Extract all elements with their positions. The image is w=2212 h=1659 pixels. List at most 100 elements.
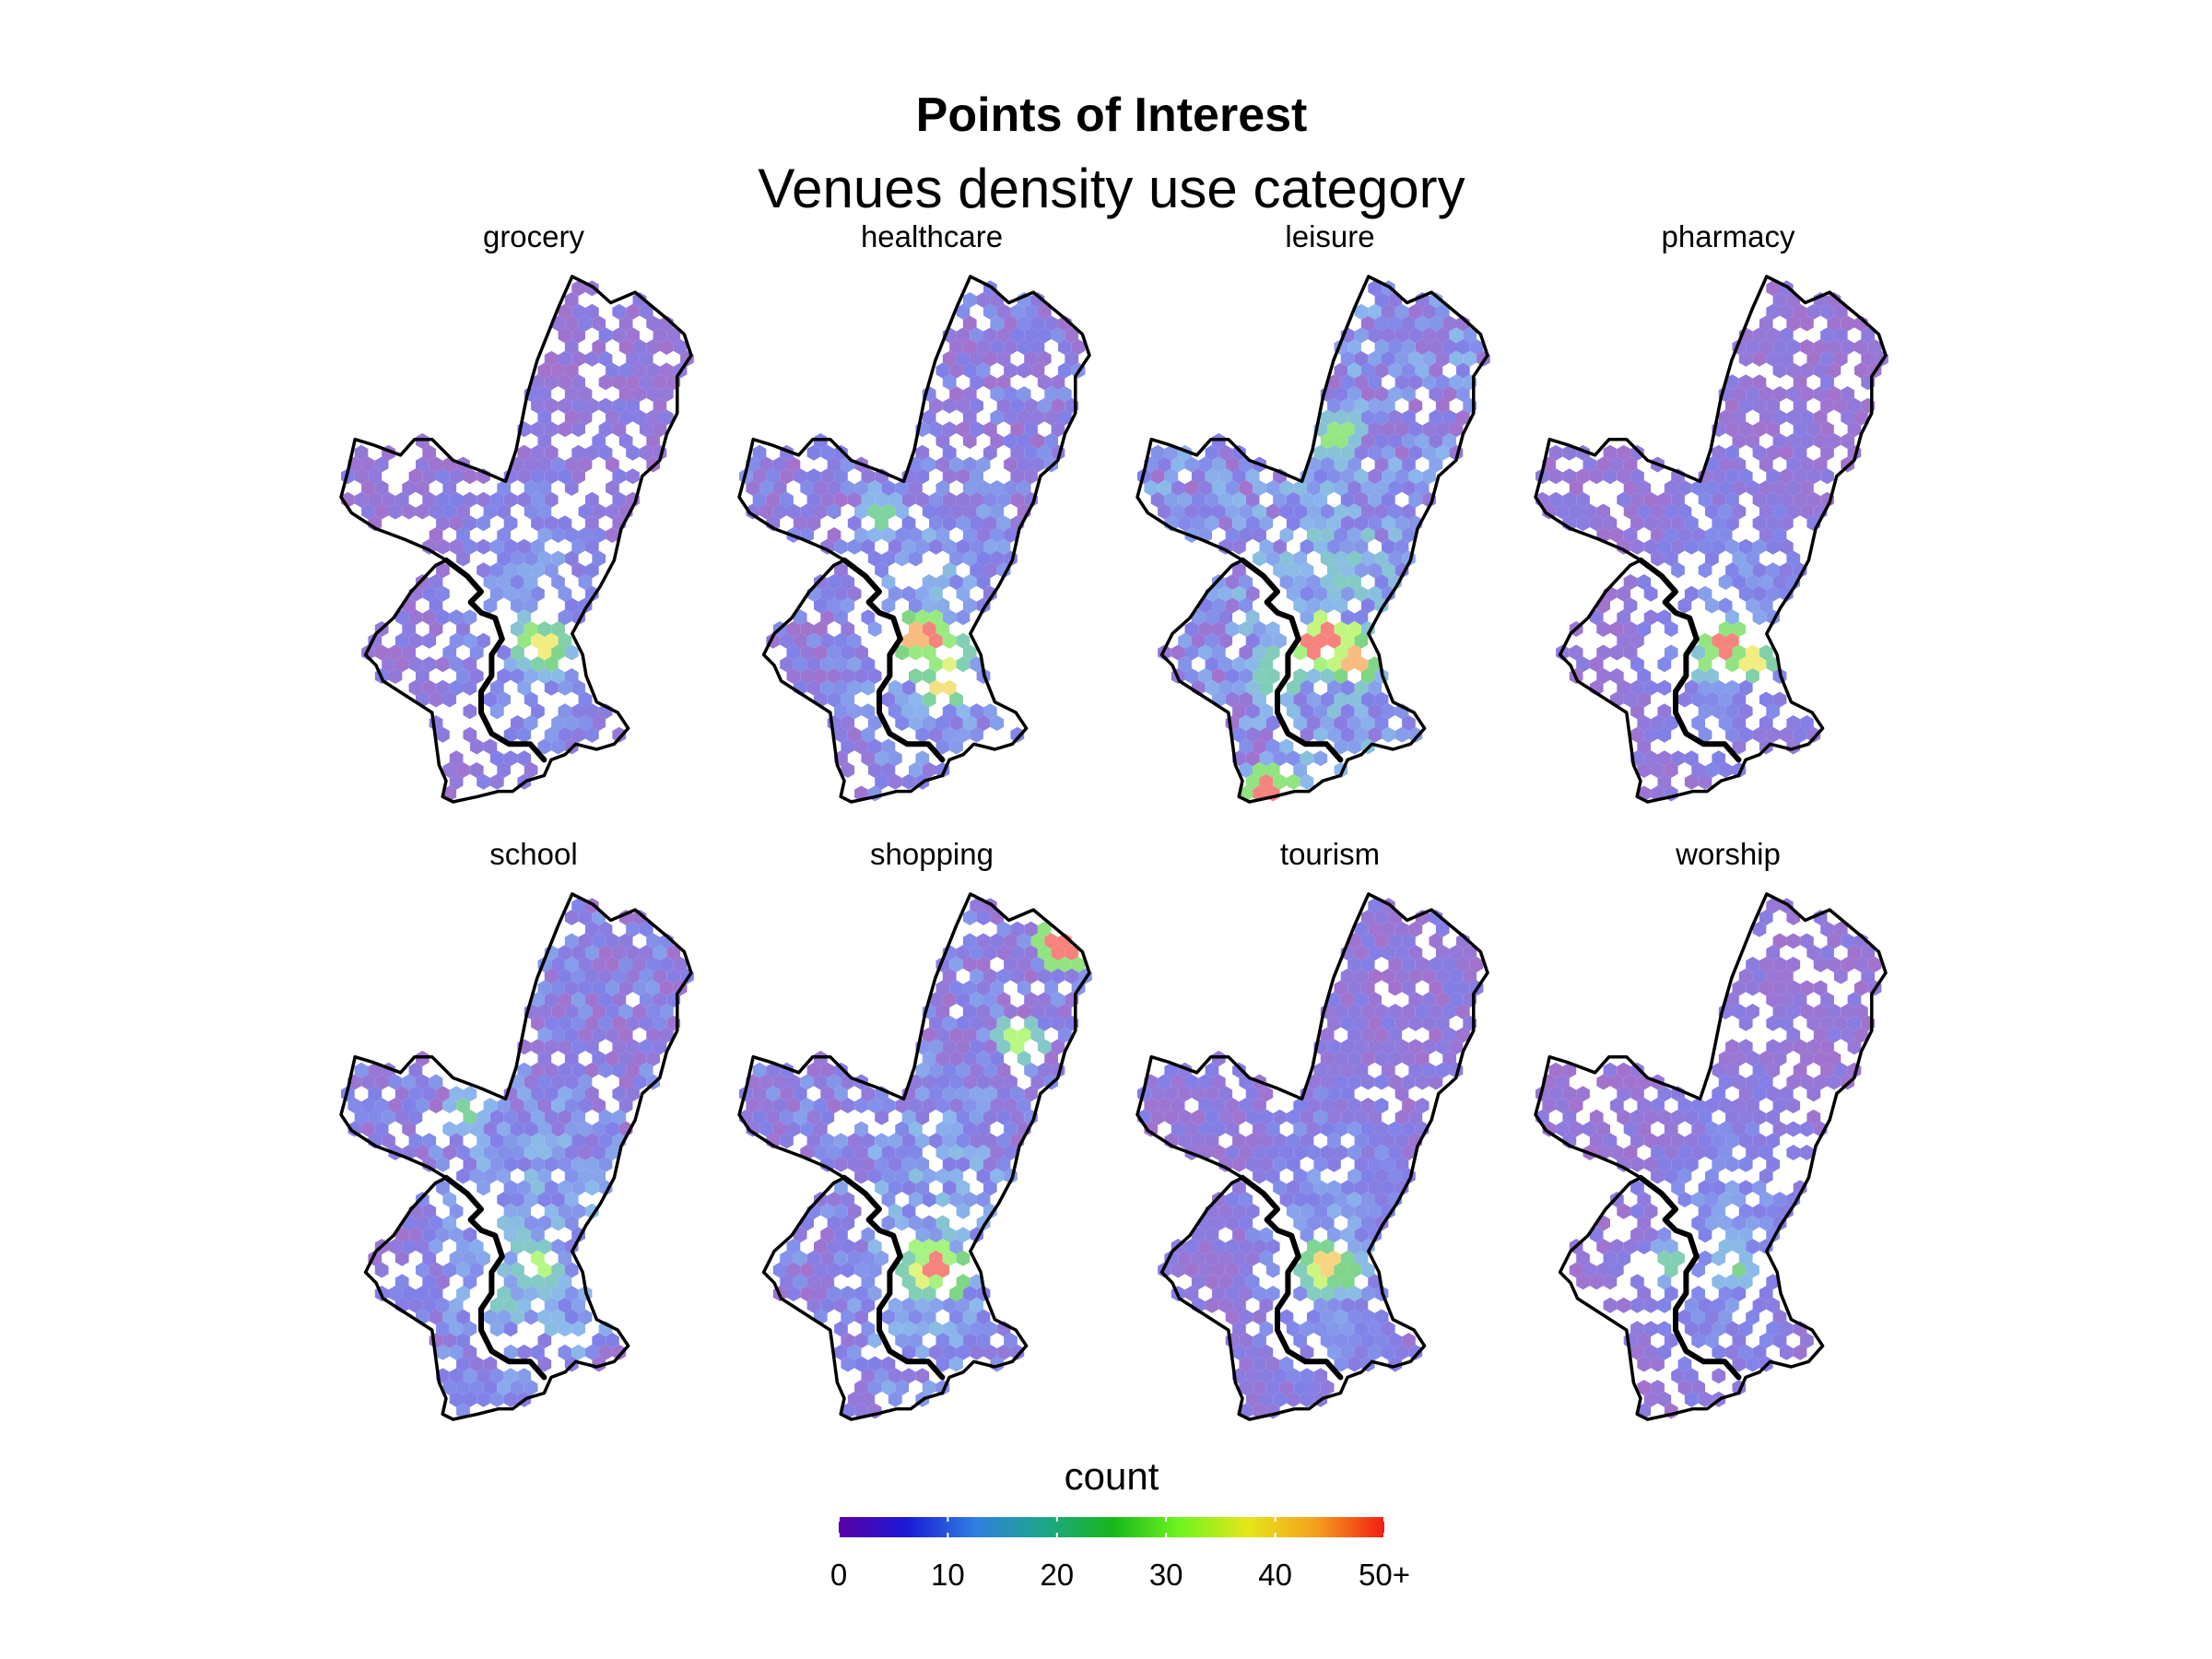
hex-cell — [942, 703, 957, 720]
hex-cell — [606, 1121, 619, 1137]
hex-cell — [1030, 456, 1045, 473]
hex-cell — [1684, 1109, 1699, 1125]
hex-cell — [1752, 656, 1767, 673]
hex-cell — [1847, 1039, 1862, 1055]
hex-cell — [1004, 933, 1018, 949]
hex-cell — [524, 597, 538, 614]
hex-cell — [1058, 1027, 1072, 1043]
hex-cell — [544, 1156, 559, 1172]
hex-cell — [983, 1344, 997, 1360]
hex-cell — [929, 609, 943, 626]
hex-cell — [881, 1380, 896, 1395]
hex-cell — [1705, 1192, 1719, 1207]
hex-cell — [436, 1297, 450, 1313]
hex-cell — [469, 1239, 484, 1254]
hex-cell — [854, 1333, 868, 1348]
hex-cell — [1212, 480, 1226, 496]
hex-cell — [800, 1262, 814, 1278]
hex-cell — [1766, 1109, 1780, 1125]
hex-cell — [841, 574, 855, 590]
hex-cell — [942, 1227, 957, 1243]
hex-cell — [456, 1168, 470, 1184]
hex-cell — [618, 1074, 633, 1090]
hex-cell — [416, 1239, 429, 1254]
hex-cell — [1806, 1086, 1821, 1102]
hex-cell — [1712, 1274, 1726, 1290]
hex-cell — [1024, 327, 1038, 344]
hex-cell — [1617, 1086, 1631, 1102]
hex-cell — [976, 1333, 991, 1348]
hex-cell — [585, 703, 599, 720]
hex-cell — [531, 585, 545, 602]
hex-cell — [1198, 1239, 1212, 1254]
hex-cell — [1569, 644, 1583, 661]
hex-cell — [1327, 1344, 1341, 1360]
hex-cell — [983, 444, 997, 461]
hex-cell — [1010, 303, 1025, 320]
hex-cell — [429, 1145, 443, 1160]
hex-cell — [463, 703, 477, 720]
hex-cell — [956, 1133, 971, 1149]
hex-cell — [1178, 515, 1192, 532]
hex-cell — [1259, 1156, 1274, 1172]
hex-cell — [1327, 1086, 1341, 1102]
hex-cell — [861, 1321, 876, 1337]
color-legend: count 0 10 20 30 40 50+ — [830, 1454, 1410, 1592]
hex-cell — [578, 409, 593, 426]
hex-cell — [1610, 527, 1624, 543]
hex-cell — [915, 1344, 930, 1360]
hex-cell — [585, 350, 599, 367]
hex-cell — [1368, 656, 1382, 673]
hex-cell — [1657, 1321, 1672, 1337]
hex-cell — [1320, 456, 1335, 473]
hex-cell — [436, 1321, 450, 1337]
hex-cell — [949, 1239, 963, 1254]
hex-cell — [1766, 538, 1780, 555]
hex-cell — [962, 933, 977, 949]
hex-cell — [922, 574, 936, 590]
hex-cell — [558, 992, 572, 1008]
hex-cell — [922, 1027, 936, 1043]
hex-cell — [585, 726, 599, 743]
hex-cell — [949, 1121, 963, 1137]
hex-cell — [1010, 945, 1025, 961]
hex-cell — [592, 315, 606, 332]
hex-cell — [1766, 1321, 1780, 1337]
hex-cell — [1354, 1062, 1369, 1078]
hex-cell — [1293, 1215, 1307, 1231]
hex-cell — [854, 1145, 868, 1160]
hex-cell — [544, 562, 559, 579]
hex-cell — [881, 691, 896, 708]
hex-cell — [1368, 491, 1382, 508]
hex-cell — [814, 597, 828, 614]
hex-cell — [1232, 1297, 1246, 1313]
hex-cell — [854, 1309, 868, 1325]
hex-cell — [841, 762, 855, 778]
hex-cell — [847, 1391, 862, 1407]
hex-cell — [942, 656, 957, 673]
hex-cell — [962, 1309, 977, 1325]
hex-cell — [1360, 1074, 1375, 1090]
hex-cell — [416, 480, 429, 496]
hex-cell — [456, 1145, 470, 1160]
hex-cell — [806, 1274, 821, 1290]
hex-cell — [422, 1250, 437, 1266]
hex-cell — [990, 550, 1005, 567]
hex-cell — [800, 668, 814, 684]
hex-cell — [1408, 421, 1423, 438]
hex-cell — [1279, 503, 1294, 520]
hex-cell — [976, 1004, 991, 1019]
hex-cell — [909, 1286, 923, 1301]
hex-cell — [1429, 362, 1443, 379]
hex-cell — [1705, 762, 1719, 778]
hex-cell — [983, 1321, 997, 1337]
hex-cell — [1415, 362, 1430, 379]
hex-cell — [632, 386, 647, 402]
hex-cell — [772, 1262, 787, 1278]
hex-cell — [1657, 1297, 1672, 1313]
hex-cell — [1684, 585, 1699, 602]
hex-cell — [847, 632, 862, 649]
hex-cell — [1841, 1027, 1854, 1043]
hex-cell — [956, 303, 971, 320]
hex-cell — [1354, 1227, 1369, 1243]
